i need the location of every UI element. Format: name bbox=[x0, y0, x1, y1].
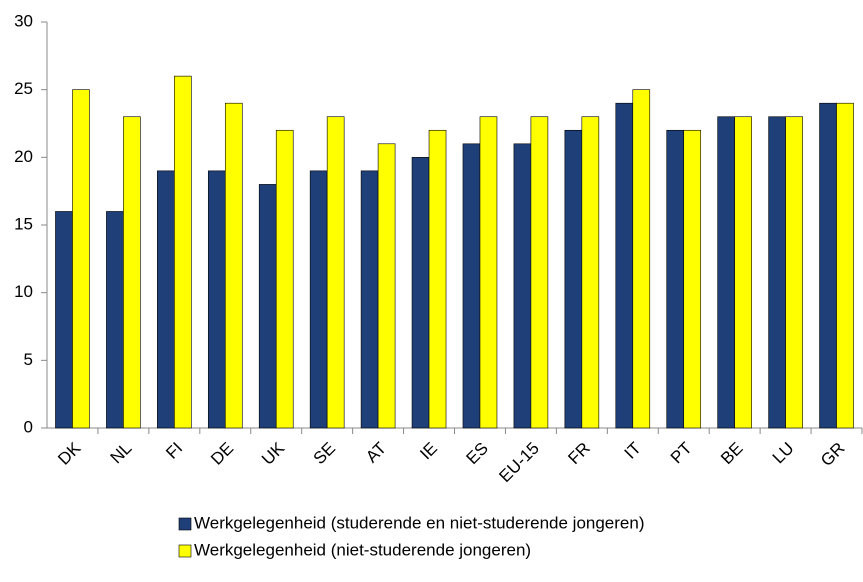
legend-swatch bbox=[178, 544, 192, 558]
x-tick-label: AT bbox=[362, 439, 390, 467]
x-tick-label: GR bbox=[817, 439, 848, 470]
bar bbox=[717, 116, 735, 429]
x-tick-label: LU bbox=[769, 439, 798, 468]
bar bbox=[174, 75, 192, 429]
x-tick-label: UK bbox=[258, 438, 289, 469]
y-tick-label: 30 bbox=[14, 11, 33, 30]
legend-label: Werkgelegenheid (studerende en niet-stud… bbox=[194, 513, 645, 532]
bar bbox=[224, 102, 243, 429]
x-tick-label: IT bbox=[621, 439, 645, 463]
legend-label: Werkgelegenheid (niet-studerende jongere… bbox=[194, 540, 531, 559]
bar bbox=[666, 129, 685, 429]
bar bbox=[513, 143, 532, 429]
bar bbox=[258, 184, 277, 429]
x-tick-label: SE bbox=[310, 439, 339, 468]
x-tick-label: ES bbox=[462, 439, 491, 468]
bar bbox=[55, 211, 73, 429]
bar bbox=[581, 116, 600, 429]
bar bbox=[615, 102, 634, 429]
bar bbox=[785, 116, 803, 429]
bar bbox=[360, 170, 379, 429]
bar bbox=[768, 116, 786, 429]
x-tick-label: FI bbox=[162, 439, 186, 463]
bar bbox=[377, 143, 396, 429]
bar bbox=[564, 129, 583, 429]
bar bbox=[411, 157, 430, 429]
bar bbox=[479, 116, 498, 429]
x-tick-label: PT bbox=[667, 439, 696, 468]
bar bbox=[683, 129, 702, 429]
x-tick-label: BE bbox=[717, 439, 746, 468]
bar bbox=[632, 89, 651, 429]
x-tick-label: IE bbox=[416, 439, 441, 464]
x-tick-label: NL bbox=[107, 439, 136, 468]
y-tick-label: 5 bbox=[24, 350, 33, 369]
bar bbox=[123, 116, 141, 429]
x-tick-label: DE bbox=[207, 439, 237, 469]
bar bbox=[157, 170, 175, 429]
y-tick-label: 25 bbox=[14, 79, 33, 98]
bar bbox=[106, 211, 124, 429]
bar bbox=[819, 102, 837, 429]
bar bbox=[530, 116, 549, 429]
y-tick-label: 0 bbox=[24, 417, 33, 436]
legend-swatch bbox=[178, 517, 192, 531]
x-tick-label: FR bbox=[564, 439, 593, 468]
y-tick-label: 20 bbox=[14, 147, 33, 166]
bar bbox=[462, 143, 481, 429]
bar bbox=[275, 129, 294, 429]
bar bbox=[72, 89, 90, 429]
y-tick-label: 15 bbox=[14, 214, 33, 233]
y-tick-label: 10 bbox=[14, 282, 33, 301]
bar bbox=[326, 116, 345, 429]
bar bbox=[428, 129, 447, 429]
x-tick-label: EU-15 bbox=[495, 439, 543, 487]
bar bbox=[309, 170, 328, 429]
bar bbox=[207, 170, 226, 429]
x-tick-label: DK bbox=[54, 438, 85, 469]
bar bbox=[836, 102, 854, 429]
bar bbox=[734, 116, 752, 429]
